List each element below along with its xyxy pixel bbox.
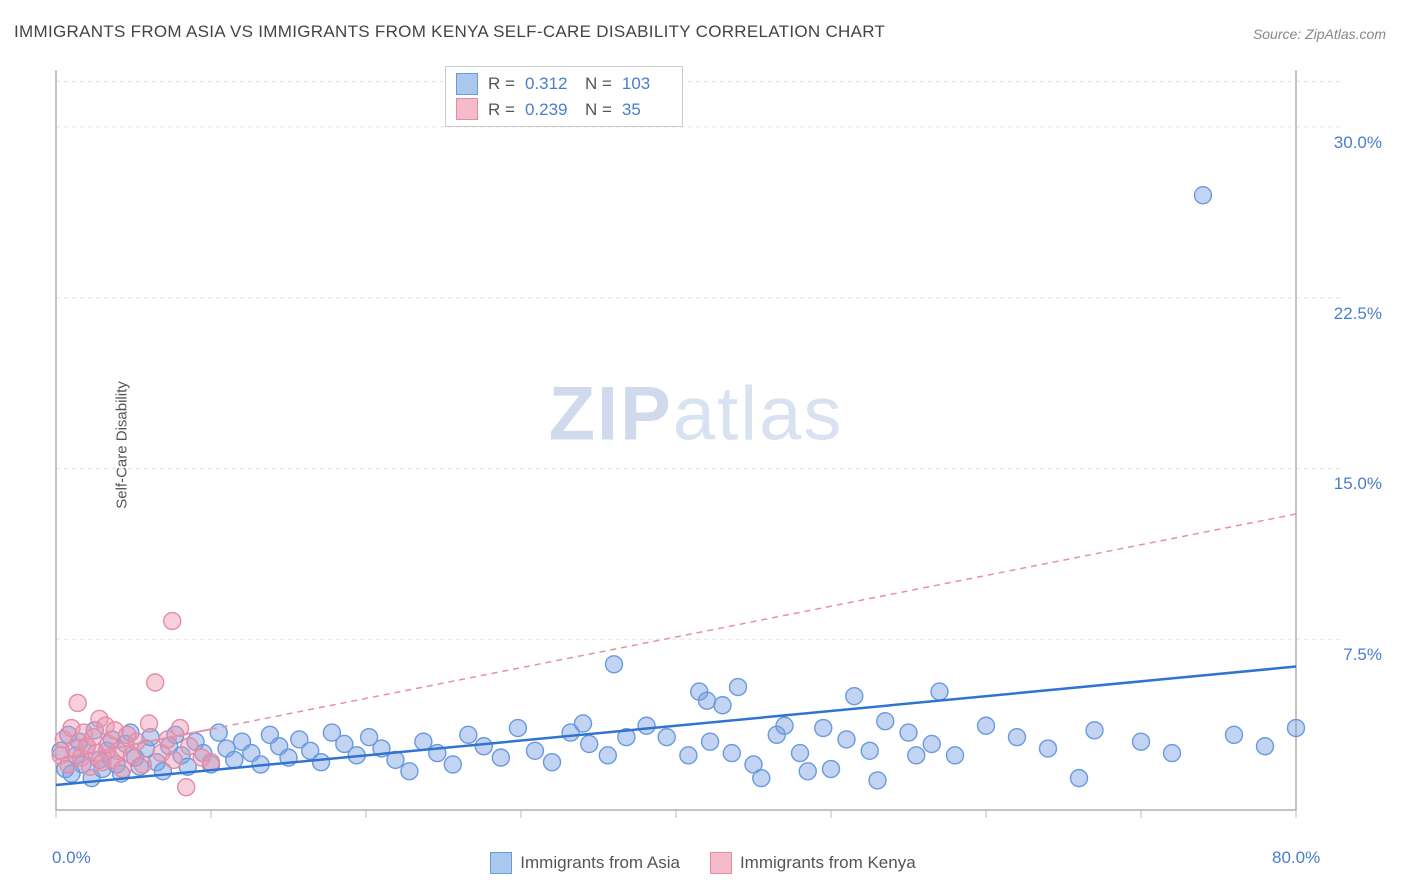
swatch-kenya: [456, 98, 478, 120]
r-label: R =: [488, 71, 515, 97]
stats-row-kenya: R = 0.239 N = 35: [456, 97, 672, 123]
legend-item-kenya: Immigrants from Kenya: [710, 852, 916, 874]
r-value-kenya: 0.239: [525, 97, 575, 123]
legend-label-asia: Immigrants from Asia: [520, 853, 680, 873]
chart-area: Self-Care Disability ZIPatlas: [46, 60, 1346, 830]
y-tick-label: 15.0%: [1334, 474, 1382, 494]
scatter-plot: [46, 60, 1346, 830]
legend-item-asia: Immigrants from Asia: [490, 852, 680, 874]
swatch-asia: [490, 852, 512, 874]
y-axis-label: Self-Care Disability: [113, 381, 130, 509]
chart-container: IMMIGRANTS FROM ASIA VS IMMIGRANTS FROM …: [0, 0, 1406, 892]
y-tick-label: 30.0%: [1334, 133, 1382, 153]
n-label: N =: [585, 97, 612, 123]
chart-title: IMMIGRANTS FROM ASIA VS IMMIGRANTS FROM …: [14, 22, 885, 42]
swatch-asia: [456, 73, 478, 95]
y-tick-label: 22.5%: [1334, 304, 1382, 324]
n-label: N =: [585, 71, 612, 97]
y-tick-label: 7.5%: [1343, 645, 1382, 665]
stats-legend: R = 0.312 N = 103 R = 0.239 N = 35: [445, 66, 683, 127]
r-value-asia: 0.312: [525, 71, 575, 97]
bottom-legend: Immigrants from Asia Immigrants from Ken…: [0, 852, 1406, 874]
n-value-asia: 103: [622, 71, 672, 97]
r-label: R =: [488, 97, 515, 123]
legend-label-kenya: Immigrants from Kenya: [740, 853, 916, 873]
n-value-kenya: 35: [622, 97, 672, 123]
source-label: Source: ZipAtlas.com: [1253, 26, 1386, 42]
stats-row-asia: R = 0.312 N = 103: [456, 71, 672, 97]
swatch-kenya: [710, 852, 732, 874]
